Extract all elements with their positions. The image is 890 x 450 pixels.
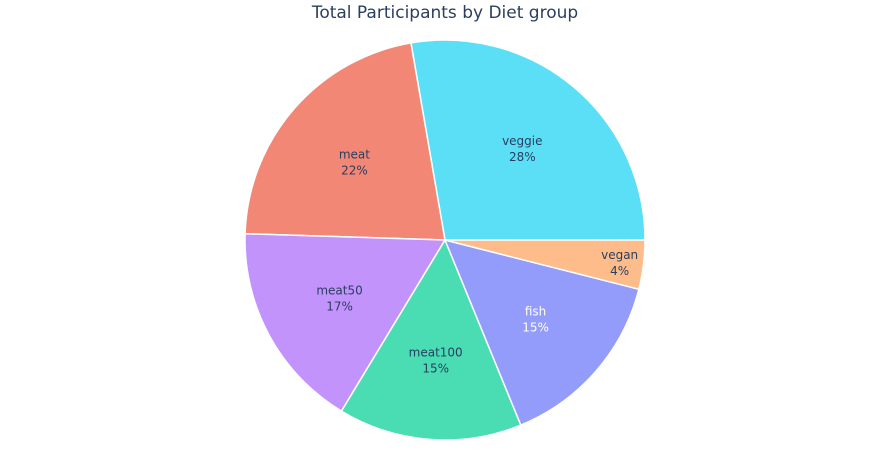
pie-label-percent: 4% bbox=[610, 264, 629, 278]
pie-label-meat50: meat50 17% bbox=[316, 283, 362, 313]
pie-label-name: fish bbox=[525, 305, 546, 319]
pie-labels: veggie 28% meat 22% meat50 17% meat100 15% fish 1… bbox=[316, 134, 638, 375]
chart-title: Total Participants by Diet group bbox=[311, 3, 579, 23]
pie-label-veggie: veggie 28% bbox=[502, 134, 542, 164]
pie-slice-meat[interactable] bbox=[244, 42, 446, 241]
pie-slices bbox=[244, 39, 646, 441]
pie-slice-meat100[interactable] bbox=[340, 238, 522, 441]
pie-label-percent: 15% bbox=[422, 362, 449, 376]
pie-slice-vegan[interactable] bbox=[444, 239, 646, 291]
pie-label-percent: 22% bbox=[341, 163, 368, 177]
pie-label-fish: fish 15% bbox=[522, 305, 549, 335]
pie-slice-fish[interactable] bbox=[443, 238, 640, 427]
pie-label-meat: meat 22% bbox=[339, 147, 370, 177]
pie-label-percent: 17% bbox=[326, 299, 353, 313]
pie-label-meat100: meat100 15% bbox=[409, 346, 463, 376]
pie-label-name: meat bbox=[339, 147, 370, 161]
pie-label-percent: 28% bbox=[509, 150, 536, 164]
pie-slice-veggie[interactable] bbox=[410, 39, 646, 241]
pie-label-name: meat50 bbox=[316, 283, 362, 297]
pie-label-name: veggie bbox=[502, 134, 542, 148]
pie-slice-meat50[interactable] bbox=[244, 233, 447, 413]
pie-label-name: meat100 bbox=[409, 346, 463, 360]
pie-label-name: vegan bbox=[601, 248, 638, 262]
pie-label-vegan: vegan 4% bbox=[601, 248, 638, 278]
pie-label-percent: 15% bbox=[522, 321, 549, 335]
